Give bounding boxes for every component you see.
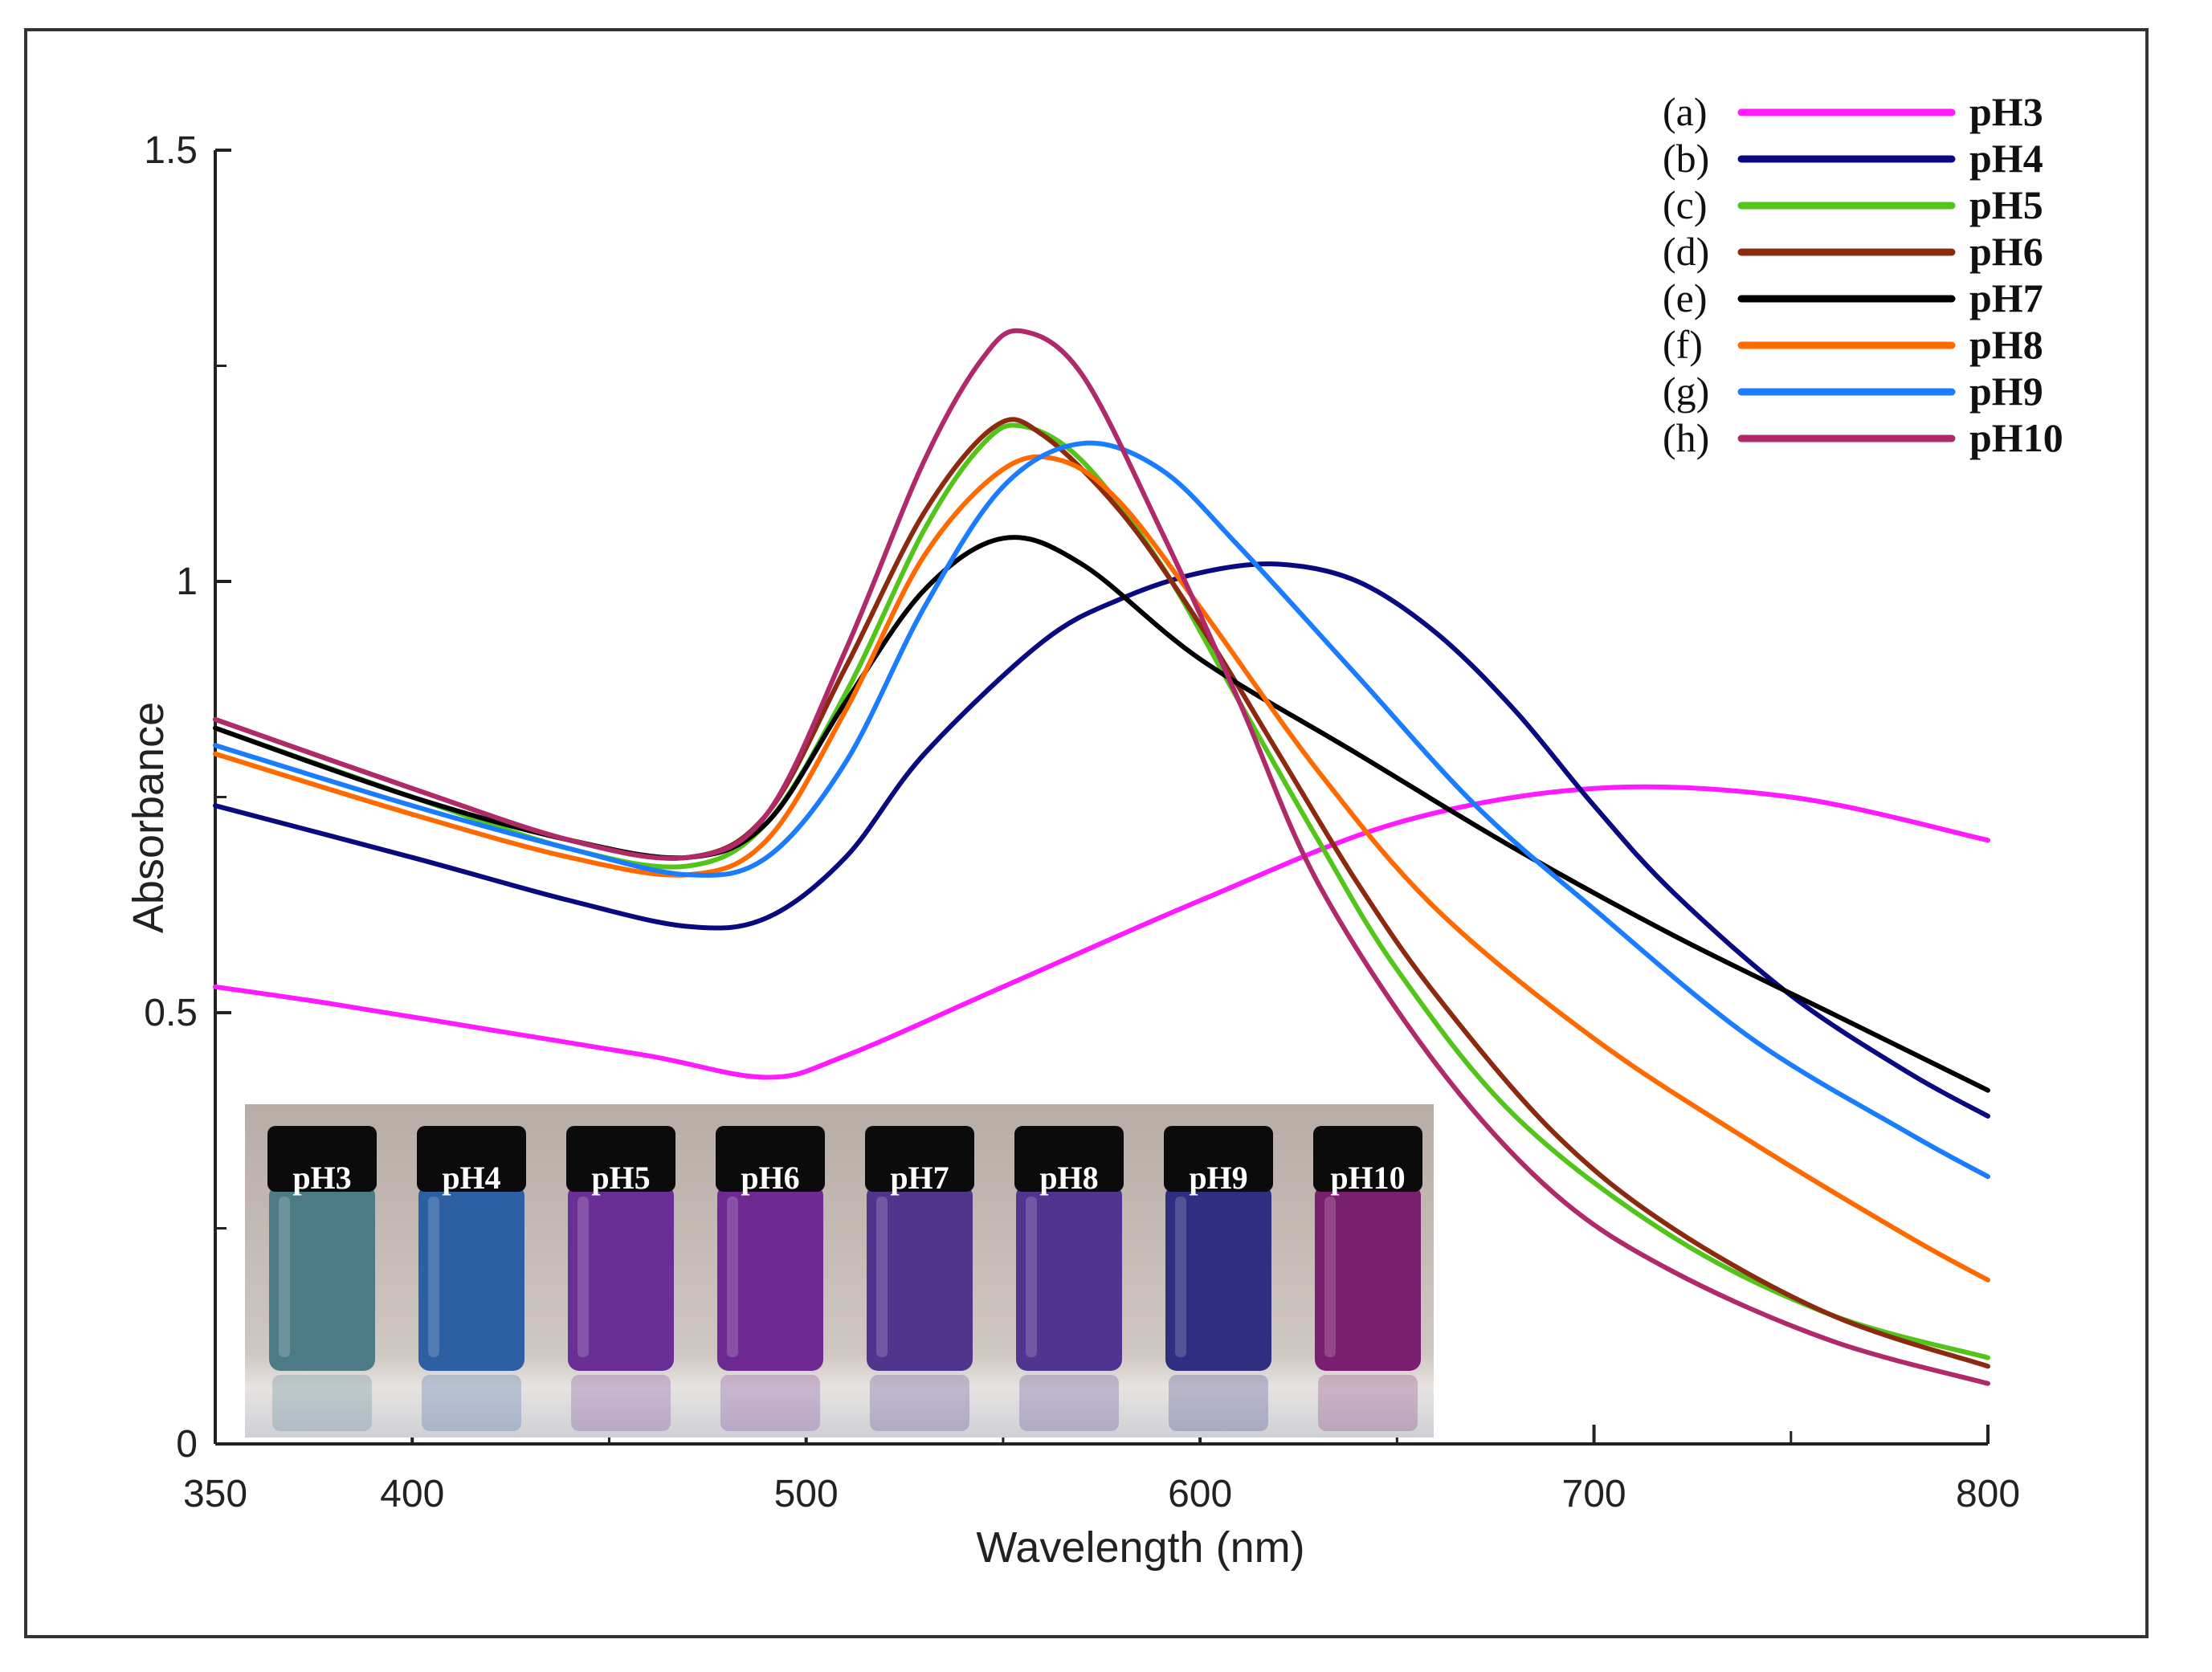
x-ticks: 350 400 500 600 700 800 xyxy=(183,1425,2020,1515)
vial-cap xyxy=(716,1126,825,1192)
legend-letter: (a) xyxy=(1663,89,1708,134)
legend-letter: (c) xyxy=(1663,182,1708,227)
series-lines xyxy=(213,328,1990,1386)
vial-highlight xyxy=(428,1197,439,1357)
vial-cap xyxy=(566,1126,675,1192)
vial-cap xyxy=(1313,1126,1422,1192)
vial-label: pH8 xyxy=(1039,1160,1098,1196)
y-ticks: 0 0.5 1 1.5 xyxy=(144,129,231,1466)
vial-label: pH9 xyxy=(1189,1160,1247,1196)
x-tick-label: 600 xyxy=(1168,1473,1232,1515)
vial-body xyxy=(717,1185,823,1371)
x-tick-label: 400 xyxy=(380,1473,444,1515)
vial-body xyxy=(1016,1185,1122,1371)
legend-label: pH5 xyxy=(1969,182,2043,227)
vial: pH3 xyxy=(267,1126,377,1431)
vial: pH7 xyxy=(865,1126,974,1431)
vial: pH10 xyxy=(1313,1126,1422,1431)
vial: pH4 xyxy=(417,1126,526,1431)
legend-letter: (f) xyxy=(1663,322,1703,367)
vials: pH3 pH4 pH5 pH6 pH7 pH8 pH9 pH10 xyxy=(267,1126,1422,1431)
y-tick-label: 0.5 xyxy=(144,992,198,1034)
vial-body xyxy=(867,1185,973,1371)
vial-reflection xyxy=(720,1375,820,1431)
vial-label: pH4 xyxy=(442,1160,500,1196)
vial-reflection xyxy=(1318,1375,1418,1431)
vial-body xyxy=(1315,1185,1421,1371)
vial-cap xyxy=(267,1126,377,1192)
x-tick-label: 800 xyxy=(1956,1473,2020,1515)
vial-reflection xyxy=(1169,1375,1268,1431)
y-tick-label: 1.5 xyxy=(144,129,198,172)
vial-cap xyxy=(1014,1126,1124,1192)
legend-letter: (b) xyxy=(1663,136,1709,181)
series-line-ph8 xyxy=(213,454,1990,1283)
y-tick-label: 0 xyxy=(176,1423,198,1466)
y-axis-title: Absorbance xyxy=(124,702,173,933)
vial-highlight xyxy=(1324,1197,1336,1357)
legend-label: pH6 xyxy=(1969,229,2043,274)
y-tick-label: 1 xyxy=(176,561,198,603)
series-line-ph3 xyxy=(213,784,1990,1080)
vial-label: pH7 xyxy=(890,1160,949,1196)
vial: pH8 xyxy=(1014,1126,1124,1431)
legend-label: pH3 xyxy=(1969,89,2043,134)
vial-body xyxy=(418,1185,524,1371)
vial-label: pH6 xyxy=(741,1160,799,1196)
axes: 0 0.5 1 1.5 350 400 500 600 700 800 xyxy=(144,129,2020,1515)
legend-letter: (d) xyxy=(1663,229,1709,274)
vial-highlight xyxy=(577,1197,589,1357)
legend-letter: (e) xyxy=(1663,275,1708,320)
vial-reflection xyxy=(422,1375,521,1431)
vial: pH6 xyxy=(716,1126,825,1431)
legend-label: pH10 xyxy=(1969,415,2063,460)
legend: (a) pH3 (b) pH4 (c) pH5 (d) pH6 (e) pH7 (f) pH8 (g) p… xyxy=(1663,89,2063,460)
legend-label: pH4 xyxy=(1969,136,2043,181)
series-line-ph5 xyxy=(213,422,1990,1360)
vial-highlight xyxy=(1026,1197,1037,1357)
vial-label: pH5 xyxy=(591,1160,650,1196)
x-tick-label: 700 xyxy=(1562,1473,1626,1515)
vial-cap xyxy=(865,1126,974,1192)
vial-label: pH10 xyxy=(1330,1160,1405,1196)
vial: pH9 xyxy=(1164,1126,1273,1431)
vial-label: pH3 xyxy=(292,1160,351,1196)
legend-label: pH9 xyxy=(1969,369,2043,414)
series-line-ph10 xyxy=(213,328,1990,1386)
vial: pH5 xyxy=(566,1126,675,1431)
vial-cap xyxy=(1164,1126,1273,1192)
vial-highlight xyxy=(727,1197,738,1357)
vial-body xyxy=(269,1185,375,1371)
x-tick-label: 500 xyxy=(774,1473,839,1515)
legend-letter: (g) xyxy=(1663,369,1709,414)
vial-body xyxy=(1165,1185,1271,1371)
vial-reflection xyxy=(272,1375,372,1431)
vial-body xyxy=(568,1185,674,1371)
series-line-ph4 xyxy=(213,561,1990,1119)
vial-reflection xyxy=(870,1375,969,1431)
vial-reflection xyxy=(1019,1375,1119,1431)
legend-label: pH8 xyxy=(1969,322,2043,367)
x-tick-label: 350 xyxy=(183,1473,247,1515)
x-axis-title: Wavelength (nm) xyxy=(976,1523,1304,1572)
vials-photo-inset: pH3 pH4 pH5 pH6 pH7 pH8 pH9 pH10 xyxy=(245,1104,1434,1438)
vial-highlight xyxy=(1175,1197,1186,1357)
legend-letter: (h) xyxy=(1663,415,1709,460)
series-line-ph9 xyxy=(213,440,1990,1180)
vial-highlight xyxy=(876,1197,888,1357)
vial-cap xyxy=(417,1126,526,1192)
legend-label: pH7 xyxy=(1969,275,2043,320)
vial-reflection xyxy=(571,1375,671,1431)
vial-highlight xyxy=(279,1197,290,1357)
